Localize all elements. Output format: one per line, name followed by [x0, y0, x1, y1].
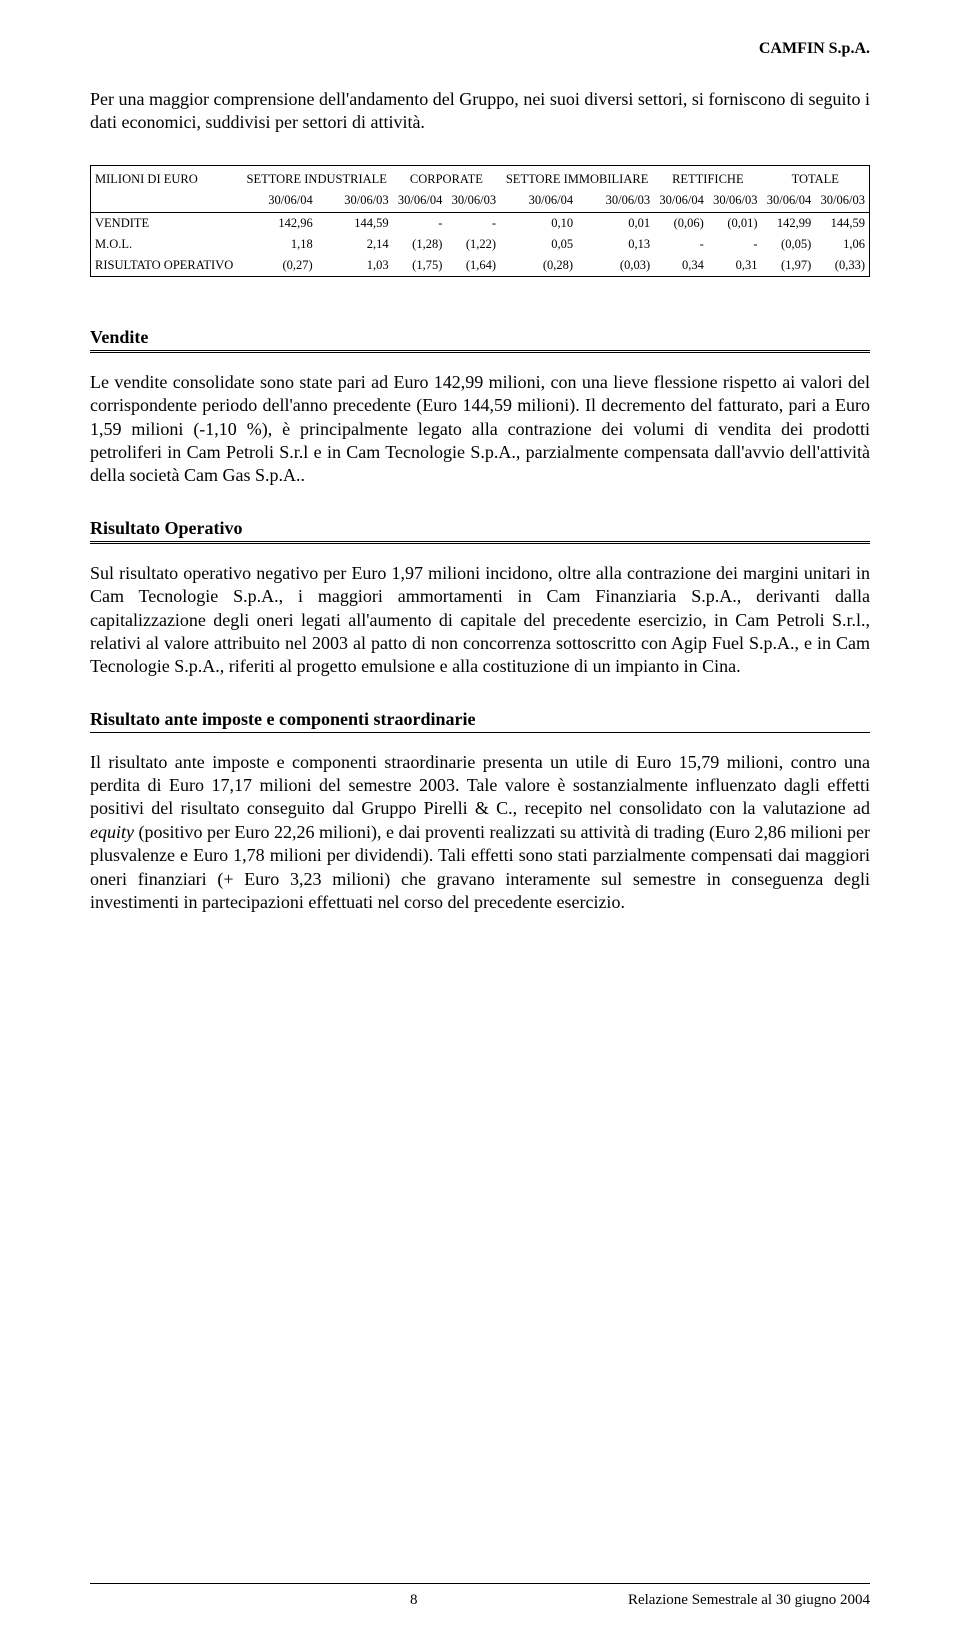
- table-cell: (1,22): [446, 234, 500, 255]
- intro-paragraph: Per una maggior comprensione dell'andame…: [90, 88, 870, 135]
- table-cell: 0,01: [577, 212, 654, 234]
- table-date-header: 30/06/04: [241, 190, 317, 213]
- page-footer: 8 Relazione Semestrale al 30 giugno 2004: [90, 1592, 870, 1609]
- table-cell: 0,31: [708, 255, 762, 277]
- table-row: RISULTATO OPERATIVO (0,27) 1,03 (1,75) (…: [91, 255, 870, 277]
- table-cell: 1,18: [241, 234, 317, 255]
- table-cell: -: [393, 212, 447, 234]
- risultato-operativo-body: Sul risultato operativo negativo per Eur…: [90, 562, 870, 679]
- financial-table: MILIONI DI EURO SETTORE INDUSTRIALE CORP…: [90, 165, 870, 277]
- table-date-header: 30/06/03: [577, 190, 654, 213]
- italic-equity: equity: [90, 822, 134, 842]
- table-date-header: 30/06/03: [446, 190, 500, 213]
- table-row: M.O.L. 1,18 2,14 (1,28) (1,22) 0,05 0,13…: [91, 234, 870, 255]
- table-cell: (0,03): [577, 255, 654, 277]
- vendite-heading: Vendite: [90, 327, 870, 348]
- table-cell: 0,05: [500, 234, 577, 255]
- section-rule: [90, 732, 870, 733]
- vendite-body: Le vendite consolidate sono state pari a…: [90, 371, 870, 488]
- table-cell: RISULTATO OPERATIVO: [91, 255, 241, 277]
- table-cell: 1,06: [815, 234, 869, 255]
- table-cell: 0,10: [500, 212, 577, 234]
- footer-rule: [90, 1583, 870, 1584]
- risultato-ante-body: Il risultato ante imposte e componenti s…: [90, 751, 870, 915]
- header-company: CAMFIN S.p.A.: [90, 40, 870, 58]
- table-group-header: SETTORE INDUSTRIALE: [241, 165, 393, 190]
- table-date-header: 30/06/04: [500, 190, 577, 213]
- table-cell: (1,75): [393, 255, 447, 277]
- table-cell: (0,27): [241, 255, 317, 277]
- table-cell: (0,28): [500, 255, 577, 277]
- table-group-header: SETTORE IMMOBILIARE: [500, 165, 654, 190]
- table-date-header: 30/06/03: [317, 190, 393, 213]
- section-rule: [90, 350, 870, 353]
- table-cell: (0,06): [654, 212, 708, 234]
- table-cell: M.O.L.: [91, 234, 241, 255]
- table-cell: 144,59: [317, 212, 393, 234]
- table-cell: 142,96: [241, 212, 317, 234]
- section-rule: [90, 541, 870, 544]
- body-text: (positivo per Euro 22,26 milioni), e dai…: [90, 822, 870, 912]
- table-cell: -: [654, 234, 708, 255]
- table-cell: -: [708, 234, 762, 255]
- risultato-operativo-heading: Risultato Operativo: [90, 518, 870, 539]
- table-cell: 2,14: [317, 234, 393, 255]
- table-cell: 0,13: [577, 234, 654, 255]
- table-cell: VENDITE: [91, 212, 241, 234]
- table-cell: (1,64): [446, 255, 500, 277]
- table-date-header: 30/06/04: [762, 190, 816, 213]
- table-group-header: RETTIFICHE: [654, 165, 761, 190]
- table-cell: 0,34: [654, 255, 708, 277]
- table-cell: 142,99: [762, 212, 816, 234]
- table-date-header: 30/06/04: [393, 190, 447, 213]
- table-group-header: TOTALE: [762, 165, 870, 190]
- table-date-header: 30/06/04: [654, 190, 708, 213]
- table-cell: (0,05): [762, 234, 816, 255]
- table-cell: 1,03: [317, 255, 393, 277]
- table-cell: (1,97): [762, 255, 816, 277]
- page-number: 8: [410, 1592, 418, 1609]
- table-corner-label: MILIONI DI EURO: [91, 165, 241, 212]
- table-cell: -: [446, 212, 500, 234]
- table-cell: (0,01): [708, 212, 762, 234]
- footer-text: Relazione Semestrale al 30 giugno 2004: [628, 1592, 870, 1609]
- table-date-header: 30/06/03: [708, 190, 762, 213]
- table-cell: (1,28): [393, 234, 447, 255]
- table-date-header: 30/06/03: [815, 190, 869, 213]
- table-row: VENDITE 142,96 144,59 - - 0,10 0,01 (0,0…: [91, 212, 870, 234]
- table-cell: (0,33): [815, 255, 869, 277]
- body-text: Il risultato ante imposte e componenti s…: [90, 752, 870, 819]
- risultato-ante-heading: Risultato ante imposte e componenti stra…: [90, 709, 870, 730]
- table-cell: 144,59: [815, 212, 869, 234]
- table-group-header: CORPORATE: [393, 165, 500, 190]
